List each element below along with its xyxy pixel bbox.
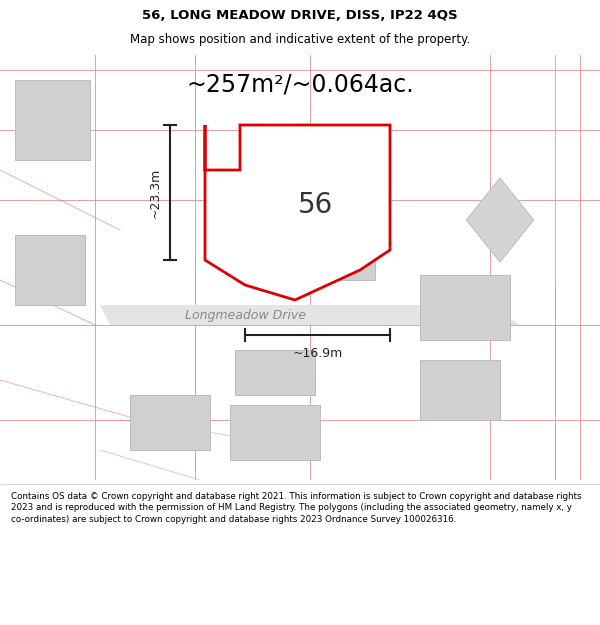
Text: Longmeadow Drive: Longmeadow Drive: [185, 309, 306, 321]
FancyBboxPatch shape: [15, 235, 85, 305]
Text: ~16.9m: ~16.9m: [292, 347, 343, 360]
FancyBboxPatch shape: [265, 205, 375, 280]
Polygon shape: [205, 125, 390, 300]
Text: Map shows position and indicative extent of the property.: Map shows position and indicative extent…: [130, 33, 470, 46]
FancyBboxPatch shape: [15, 80, 90, 160]
FancyBboxPatch shape: [230, 405, 320, 460]
Text: ~23.3m: ~23.3m: [149, 168, 162, 217]
FancyBboxPatch shape: [235, 350, 315, 395]
Polygon shape: [100, 305, 520, 325]
FancyBboxPatch shape: [420, 360, 500, 420]
FancyBboxPatch shape: [420, 275, 510, 340]
Text: Contains OS data © Crown copyright and database right 2021. This information is : Contains OS data © Crown copyright and d…: [11, 492, 581, 524]
Text: 56: 56: [298, 191, 332, 219]
Text: 56, LONG MEADOW DRIVE, DISS, IP22 4QS: 56, LONG MEADOW DRIVE, DISS, IP22 4QS: [142, 9, 458, 22]
Polygon shape: [466, 178, 533, 262]
Text: ~257m²/~0.064ac.: ~257m²/~0.064ac.: [186, 73, 414, 97]
FancyBboxPatch shape: [130, 395, 210, 450]
